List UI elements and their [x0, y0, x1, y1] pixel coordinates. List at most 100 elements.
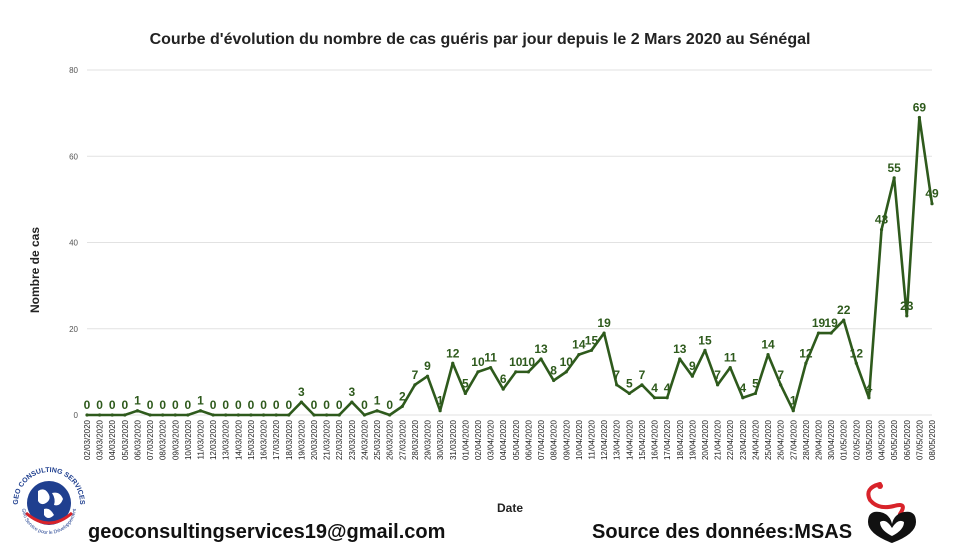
x-tick-label: 04/03/2020 [108, 419, 117, 460]
x-tick-label: 02/03/2020 [83, 419, 92, 460]
data-point [867, 396, 871, 400]
x-tick-label: 29/04/2020 [814, 419, 823, 460]
data-label: 0 [248, 398, 255, 412]
data-point [236, 413, 240, 417]
data-point [362, 413, 367, 417]
x-tick-label: 30/03/2020 [436, 419, 445, 460]
data-label: 55 [887, 161, 901, 175]
x-tick-label: 22/04/2020 [726, 419, 735, 460]
x-tick-label: 05/04/2020 [512, 419, 521, 460]
data-label: 0 [109, 398, 116, 412]
data-label: 0 [210, 398, 217, 412]
data-label: 0 [323, 398, 330, 412]
data-point [615, 383, 619, 387]
x-tick-label: 18/04/2020 [676, 419, 685, 460]
data-label: 7 [412, 368, 419, 382]
data-point [438, 409, 442, 413]
data-label: 1 [790, 394, 797, 408]
data-point [224, 413, 228, 417]
data-label: 0 [235, 398, 242, 412]
data-label: 5 [626, 376, 633, 390]
data-label: 1 [197, 394, 204, 408]
data-label: 0 [386, 398, 393, 412]
data-point [514, 370, 518, 374]
x-tick-label: 16/03/2020 [260, 419, 269, 460]
x-tick-label: 25/03/2020 [373, 419, 382, 460]
data-label: 7 [613, 368, 620, 382]
data-label: 5 [462, 376, 469, 390]
x-tick-label: 23/03/2020 [348, 419, 357, 460]
x-tick-label: 26/03/2020 [386, 419, 395, 460]
data-label: 5 [752, 376, 759, 390]
data-point [161, 413, 165, 417]
x-tick-label: 26/04/2020 [777, 419, 786, 460]
data-point [299, 400, 304, 404]
x-tick-label: 13/04/2020 [613, 419, 622, 460]
x-tick-label: 12/03/2020 [209, 419, 218, 460]
data-label: 8 [550, 364, 557, 378]
data-point [779, 383, 783, 387]
data-label: 0 [121, 398, 128, 412]
data-point [249, 413, 253, 417]
data-label: 10 [509, 355, 523, 369]
data-point [186, 413, 190, 417]
data-point [173, 413, 177, 417]
data-point [829, 331, 833, 335]
geo-consulting-logo: GEO CONSULTING SERVICES Géo Service pour… [13, 467, 85, 536]
x-tick-label: 05/03/2020 [121, 419, 130, 460]
data-point [539, 357, 543, 361]
data-point [337, 413, 341, 417]
x-tick-label: 02/05/2020 [852, 419, 861, 460]
data-point [375, 409, 379, 413]
data-point [211, 413, 215, 417]
x-tick-label: 30/04/2020 [827, 419, 836, 460]
x-tick-label: 20/04/2020 [701, 419, 710, 460]
x-axis-title: Date [497, 501, 523, 515]
data-point [552, 378, 556, 383]
data-point [842, 318, 846, 322]
data-label: 4 [664, 381, 671, 395]
x-tick-label: 09/04/2020 [562, 419, 571, 460]
data-label: 4 [866, 381, 873, 395]
data-point [312, 413, 316, 417]
data-point [98, 413, 102, 417]
data-point [476, 370, 480, 374]
data-point [892, 176, 896, 180]
data-point [425, 374, 430, 378]
data-label: 19 [824, 316, 838, 330]
x-tick-label: 14/03/2020 [234, 419, 243, 460]
data-label: 0 [147, 398, 154, 412]
data-point [501, 387, 505, 391]
x-tick-label: 23/04/2020 [739, 419, 748, 460]
x-tick-label: 24/04/2020 [751, 419, 760, 460]
data-label: 0 [159, 398, 166, 412]
data-point [753, 391, 758, 396]
x-tick-label: 19/04/2020 [688, 419, 697, 460]
data-point [325, 413, 329, 417]
data-label: 0 [96, 398, 103, 412]
data-label: 1 [374, 394, 381, 408]
data-label: 3 [349, 385, 356, 399]
data-label: 19 [597, 316, 611, 330]
data-label: 15 [585, 333, 599, 347]
data-label: 10 [522, 355, 536, 369]
data-label: 0 [311, 398, 318, 412]
x-tick-label: 16/04/2020 [651, 419, 660, 460]
data-points [85, 115, 934, 417]
x-tick-label: 27/04/2020 [789, 419, 798, 460]
data-label: 12 [446, 346, 460, 360]
data-point [627, 391, 631, 396]
data-point [400, 404, 404, 408]
data-label: 1 [437, 394, 444, 408]
data-point [148, 413, 152, 417]
x-tick-label: 06/05/2020 [903, 419, 912, 460]
x-tick-label: 24/03/2020 [360, 419, 369, 460]
data-label: 0 [222, 398, 229, 412]
data-label: 9 [689, 359, 696, 373]
data-label: 3 [298, 385, 305, 399]
x-tick-label: 08/04/2020 [550, 419, 559, 460]
x-tick-label: 15/04/2020 [638, 419, 647, 460]
data-point [488, 365, 493, 370]
data-point [791, 409, 795, 413]
